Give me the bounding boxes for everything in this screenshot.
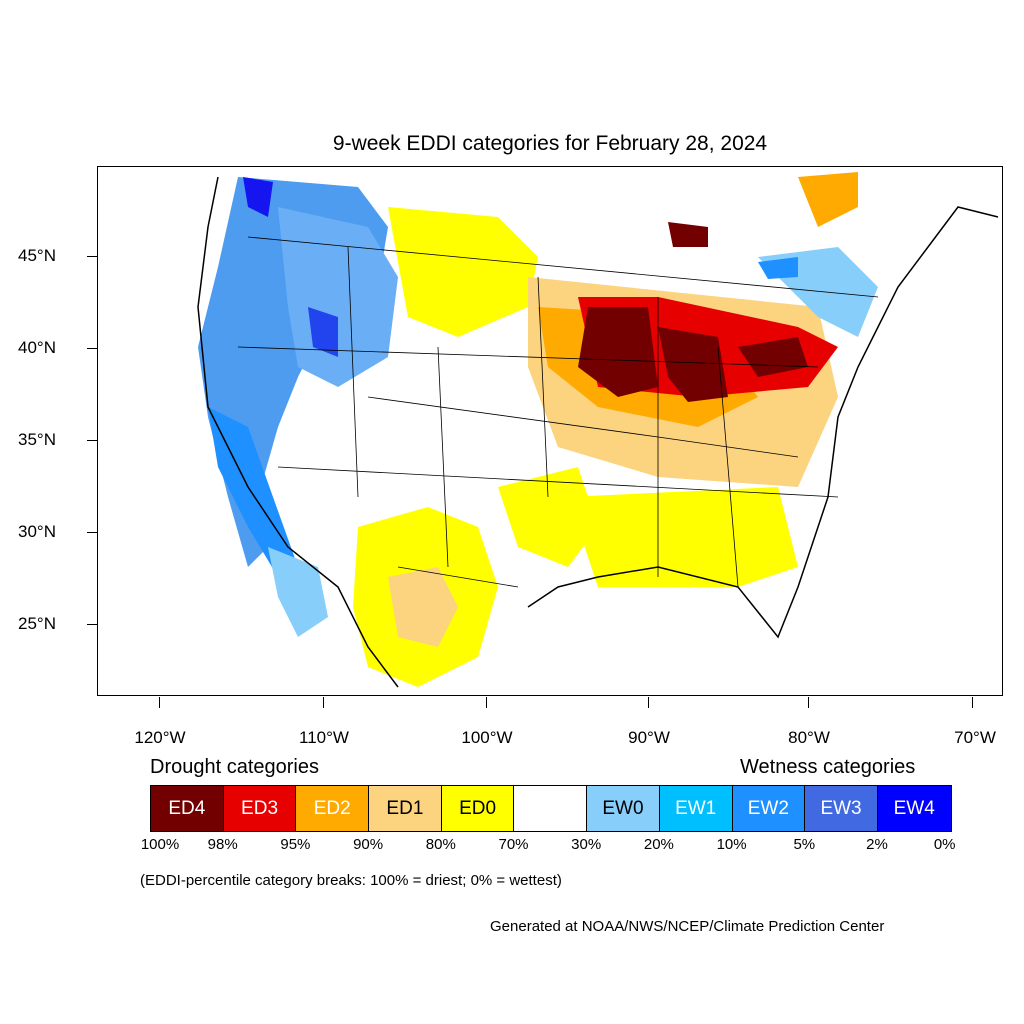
region-ew-rockies [278,207,398,387]
region-ed4-wisconsin [578,307,658,397]
region-ed0-gulf [568,487,798,587]
region-ew4-washington [243,177,273,217]
percentile-label: 98% [207,836,238,853]
coastline [197,176,999,688]
lon-tick [323,697,324,708]
region-ed0-plains [498,467,598,567]
lon-tick [486,697,487,708]
legend-swatch-ew4: EW4 [877,786,951,831]
lat-label: 45°N [18,246,56,265]
legend-swatch-ed0: ED0 [441,786,515,831]
lat-label: 25°N [18,614,56,633]
percentile-label: 80% [425,836,456,853]
lat-tick [87,624,97,625]
percentile-label: 10% [716,836,747,853]
legend-swatch-neutral [514,786,588,831]
legend-swatch-ew0: EW0 [587,786,660,831]
lat-tick [87,440,97,441]
region-ed4-ontario [738,337,808,377]
lat-tick [87,348,97,349]
lon-tick [808,697,809,708]
region-ew-california [208,407,298,577]
lon-label: 70°W [954,728,996,747]
percentile-label: 70% [498,836,529,853]
percentile-label: 90% [353,836,384,853]
lat-label: 40°N [18,338,56,357]
lon-tick [159,697,160,708]
drought-heading: Drought categories [150,756,319,778]
region-ed0-north [388,207,538,337]
region-ed4-michigan [658,327,728,402]
percentile-label: 95% [280,836,311,853]
map-title: 9-week EDDI categories for February 28, … [332,132,768,155]
region-ew-baja [268,547,328,637]
lon-label: 110°W [299,728,349,747]
region-ed4-superior [668,222,708,247]
lon-label: 120°W [134,728,186,747]
legend-swatch-ed4: ED4 [151,786,224,831]
category-note: (EDDI-percentile category breaks: 100% =… [140,872,562,889]
legend-swatch-ed1: ED1 [369,786,442,831]
credit-line: Generated at NOAA/NWS/NCEP/Climate Predi… [490,918,885,935]
eddi-map [197,172,999,688]
lat-tick [87,256,97,257]
legend-color-bar: ED4 ED3 ED2 ED1 ED0 EW0 EW1 EW2 EW3 EW4 [150,785,952,832]
percentile-label: 5% [793,836,816,853]
region-ew2-quebec [758,257,798,279]
lon-tick [972,697,973,708]
lat-tick [87,532,97,533]
legend-swatch-ed2: ED2 [296,786,370,831]
lat-label: 30°N [18,522,56,541]
map-frame [97,166,1003,696]
lat-label: 35°N [18,430,56,449]
region-ew4-idaho [308,307,338,357]
percentile-label: 2% [866,836,888,853]
percentile-label: 100% [140,836,180,853]
lon-label: 80°W [788,728,830,747]
lon-label: 90°W [628,728,670,747]
wetness-heading: Wetness categories [740,756,916,778]
legend-swatch-ew1: EW1 [659,786,733,831]
percentile-label: 20% [643,836,674,853]
lon-label: 100°W [461,728,513,747]
region-ed2-northeast-canada [798,172,858,227]
legend-swatch-ed3: ED3 [223,786,297,831]
state-borders [237,236,879,588]
region-ed1-texas-mexico [388,567,458,647]
legend-swatch-ew2: EW2 [732,786,806,831]
percentile-label: 30% [571,836,602,853]
lon-tick [648,697,649,708]
percentile-label: 0% [933,836,956,853]
legend-swatch-ew3: EW3 [805,786,878,831]
